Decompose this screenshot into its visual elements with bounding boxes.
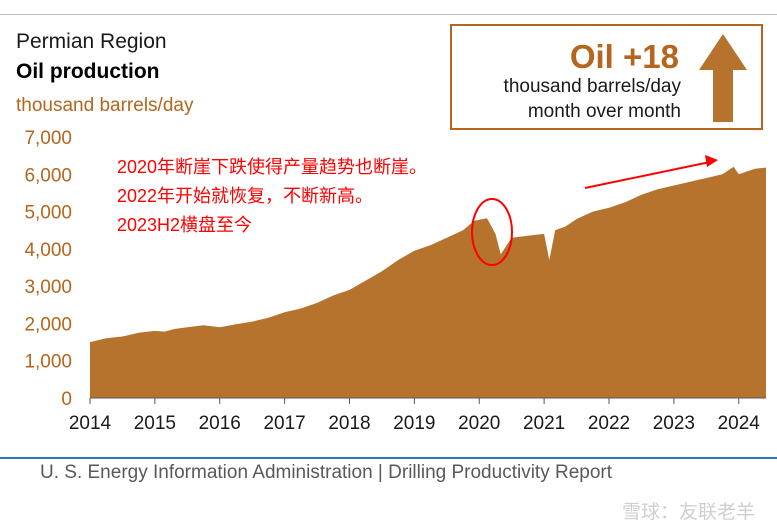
y-tick-label: 3,000 (24, 277, 72, 298)
y-tick-label: 4,000 (24, 240, 72, 261)
annotation-circle-2020 (471, 198, 513, 266)
change-callout-box: Oil +18 thousand barrels/day month over … (450, 24, 763, 130)
x-tick-label: 2021 (523, 413, 565, 434)
up-arrow-icon (699, 34, 747, 122)
x-tick-label: 2018 (328, 413, 370, 434)
x-axis: 2014 2015 2016 2017 2018 2019 2020 2021 2022 2023… (69, 398, 760, 434)
y-tick-label: 1,000 (24, 352, 72, 373)
x-tick-label: 2024 (718, 413, 761, 434)
x-tick-label: 2014 (69, 413, 112, 434)
x-tick-label: 2023 (653, 413, 695, 434)
footer-rule (0, 457, 777, 459)
unit-label: thousand barrels/day (16, 95, 194, 116)
source-footer: U. S. Energy Information Administration … (40, 462, 612, 483)
x-tick-label: 2017 (263, 413, 305, 434)
x-tick-label: 2019 (393, 413, 435, 434)
x-tick-label: 2015 (134, 413, 176, 434)
callout-headline: Oil +18 (569, 38, 679, 75)
x-tick-label: 2022 (588, 413, 630, 434)
y-tick-label: 5,000 (24, 203, 72, 224)
oil-production-area (90, 166, 766, 398)
annotation-line-2: 2022年开始就恢复，不断新高。 (117, 186, 374, 206)
callout-period-line: month over month (527, 101, 681, 122)
top-rule (0, 14, 777, 15)
y-tick-label: 2,000 (24, 314, 72, 335)
oil-production-chart: 0 1,000 2,000 3,000 4,000 5,000 6,000 7,000 201… (24, 128, 766, 434)
chart-title: Oil production (16, 60, 160, 83)
annotation-line-1: 2020年断崖下跌使得产量趋势也断崖。 (117, 157, 428, 177)
callout-unit-line: thousand barrels/day (503, 76, 681, 97)
x-tick-label: 2016 (199, 413, 241, 434)
annotation-marks (471, 155, 718, 266)
annotation-line-3: 2023H2横盘至今 (117, 215, 253, 235)
region-label: Permian Region (16, 30, 167, 53)
annotation-arrow-head (705, 155, 718, 167)
y-tick-label: 7,000 (24, 128, 72, 149)
x-tick-label: 2020 (458, 413, 500, 434)
y-axis: 0 1,000 2,000 3,000 4,000 5,000 6,000 7,000 (24, 128, 72, 410)
y-tick-label: 0 (61, 389, 72, 410)
watermark: 雪球：友联老羊 (621, 502, 755, 523)
y-tick-label: 6,000 (24, 165, 72, 186)
annotation-trend-arrow (584, 161, 711, 189)
